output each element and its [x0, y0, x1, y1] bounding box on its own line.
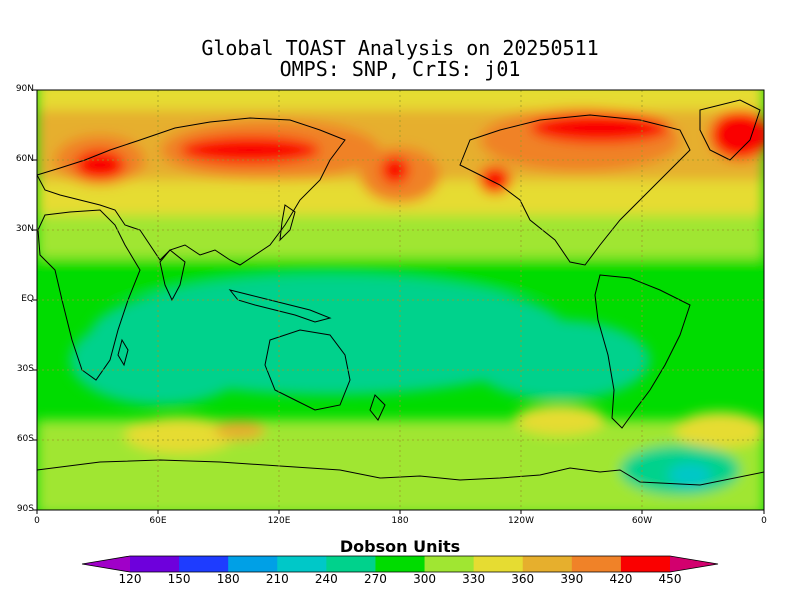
colorbar-swatch [130, 556, 180, 572]
ozone-field [37, 90, 764, 510]
colorbar-swatch [473, 556, 524, 572]
siberia-max [180, 136, 320, 164]
coastlines [37, 99, 764, 486]
colorbar-outline [81, 555, 719, 573]
colorbar-tick-label: 450 [658, 572, 682, 586]
lat-label-90s: 90S [16, 504, 34, 514]
colorbar-swatch [620, 556, 671, 572]
colorbar-tick-label: 270 [364, 572, 387, 586]
colorbar-tick-label: 150 [167, 572, 191, 586]
colorbar-swatch [179, 556, 229, 572]
indian-ocean-low [70, 315, 250, 405]
colorbar-tick-label: 360 [511, 572, 535, 586]
colorbar-swatch [375, 556, 426, 572]
eurasia-coast [37, 117, 346, 266]
colorbar-swatch [228, 556, 278, 572]
colorbar-title: Dobson Units [339, 537, 461, 556]
east-pacific-low [470, 320, 650, 400]
colorbar-swatch [424, 556, 475, 572]
madagascar-coast [117, 338, 129, 367]
band-high-lat-north [37, 90, 764, 115]
map-title-line1: Global TOAST Analysis on 20250511 [201, 36, 599, 60]
pacific-max [381, 156, 409, 184]
lat-label-30s: 30S [16, 364, 34, 374]
new-zealand-coast [369, 394, 386, 421]
lon-label-60e: 60E [149, 516, 167, 526]
europe-max [75, 150, 125, 180]
australia-coast [264, 329, 351, 411]
colorbar-tick-label: 180 [216, 572, 240, 586]
antarctica-coast [37, 459, 764, 486]
colorbar-tick-label: 120 [118, 572, 142, 586]
lat-label-60n: 60N [15, 154, 34, 164]
lat-label-30n: 30N [15, 224, 34, 234]
axis-ticks [33, 89, 765, 514]
colorbar-swatch [571, 556, 622, 572]
colorbar [81, 555, 719, 573]
lat-label-eq: EQ [21, 294, 34, 304]
antarctic-minimum [668, 463, 712, 487]
canada-max [530, 113, 670, 143]
south-indian-pocket [125, 417, 235, 453]
south-america-coast [594, 274, 691, 429]
colorbar-swatches [130, 556, 671, 572]
greenland-max [710, 110, 764, 160]
north-america-coast [459, 114, 691, 266]
colorbar-tick-label: 420 [609, 572, 633, 586]
lon-label-120e: 120E [267, 516, 291, 526]
map-title-line2: OMPS: SNP, CrIS: j01 [279, 57, 521, 81]
africa-coast [37, 209, 141, 381]
colorbar-low-arrow [82, 556, 130, 572]
colorbar-tick-label: 330 [462, 572, 486, 586]
south-atlantic-pocket [675, 412, 764, 448]
colorbar-tick-label: 300 [413, 572, 436, 586]
lon-label-120w: 120W [507, 516, 535, 526]
lon-label-0: 0 [34, 516, 40, 526]
graticule [37, 90, 764, 510]
colorbar-swatch [522, 556, 573, 572]
band-north-tropics [37, 215, 764, 260]
colorbar-swatch [277, 556, 327, 572]
colorbar-tick-label: 210 [265, 572, 289, 586]
indonesia-coast [228, 289, 332, 323]
lat-label-90n: 90N [15, 84, 34, 94]
lon-label-0-east: 0 [761, 516, 767, 526]
colorbar-tick-label: 390 [560, 572, 584, 586]
colorbar-high-arrow [670, 556, 718, 572]
japan-coast [279, 204, 296, 242]
colorbar-swatch [326, 556, 376, 572]
south-indian-max [215, 420, 265, 440]
greenland-coast [699, 99, 761, 161]
lon-label-180: 180 [391, 516, 409, 526]
south-pacific-pocket [515, 405, 605, 435]
lat-label-60s: 60S [16, 434, 34, 444]
colorbar-tick-label: 240 [314, 572, 338, 586]
lon-label-60w: 60W [631, 516, 653, 526]
